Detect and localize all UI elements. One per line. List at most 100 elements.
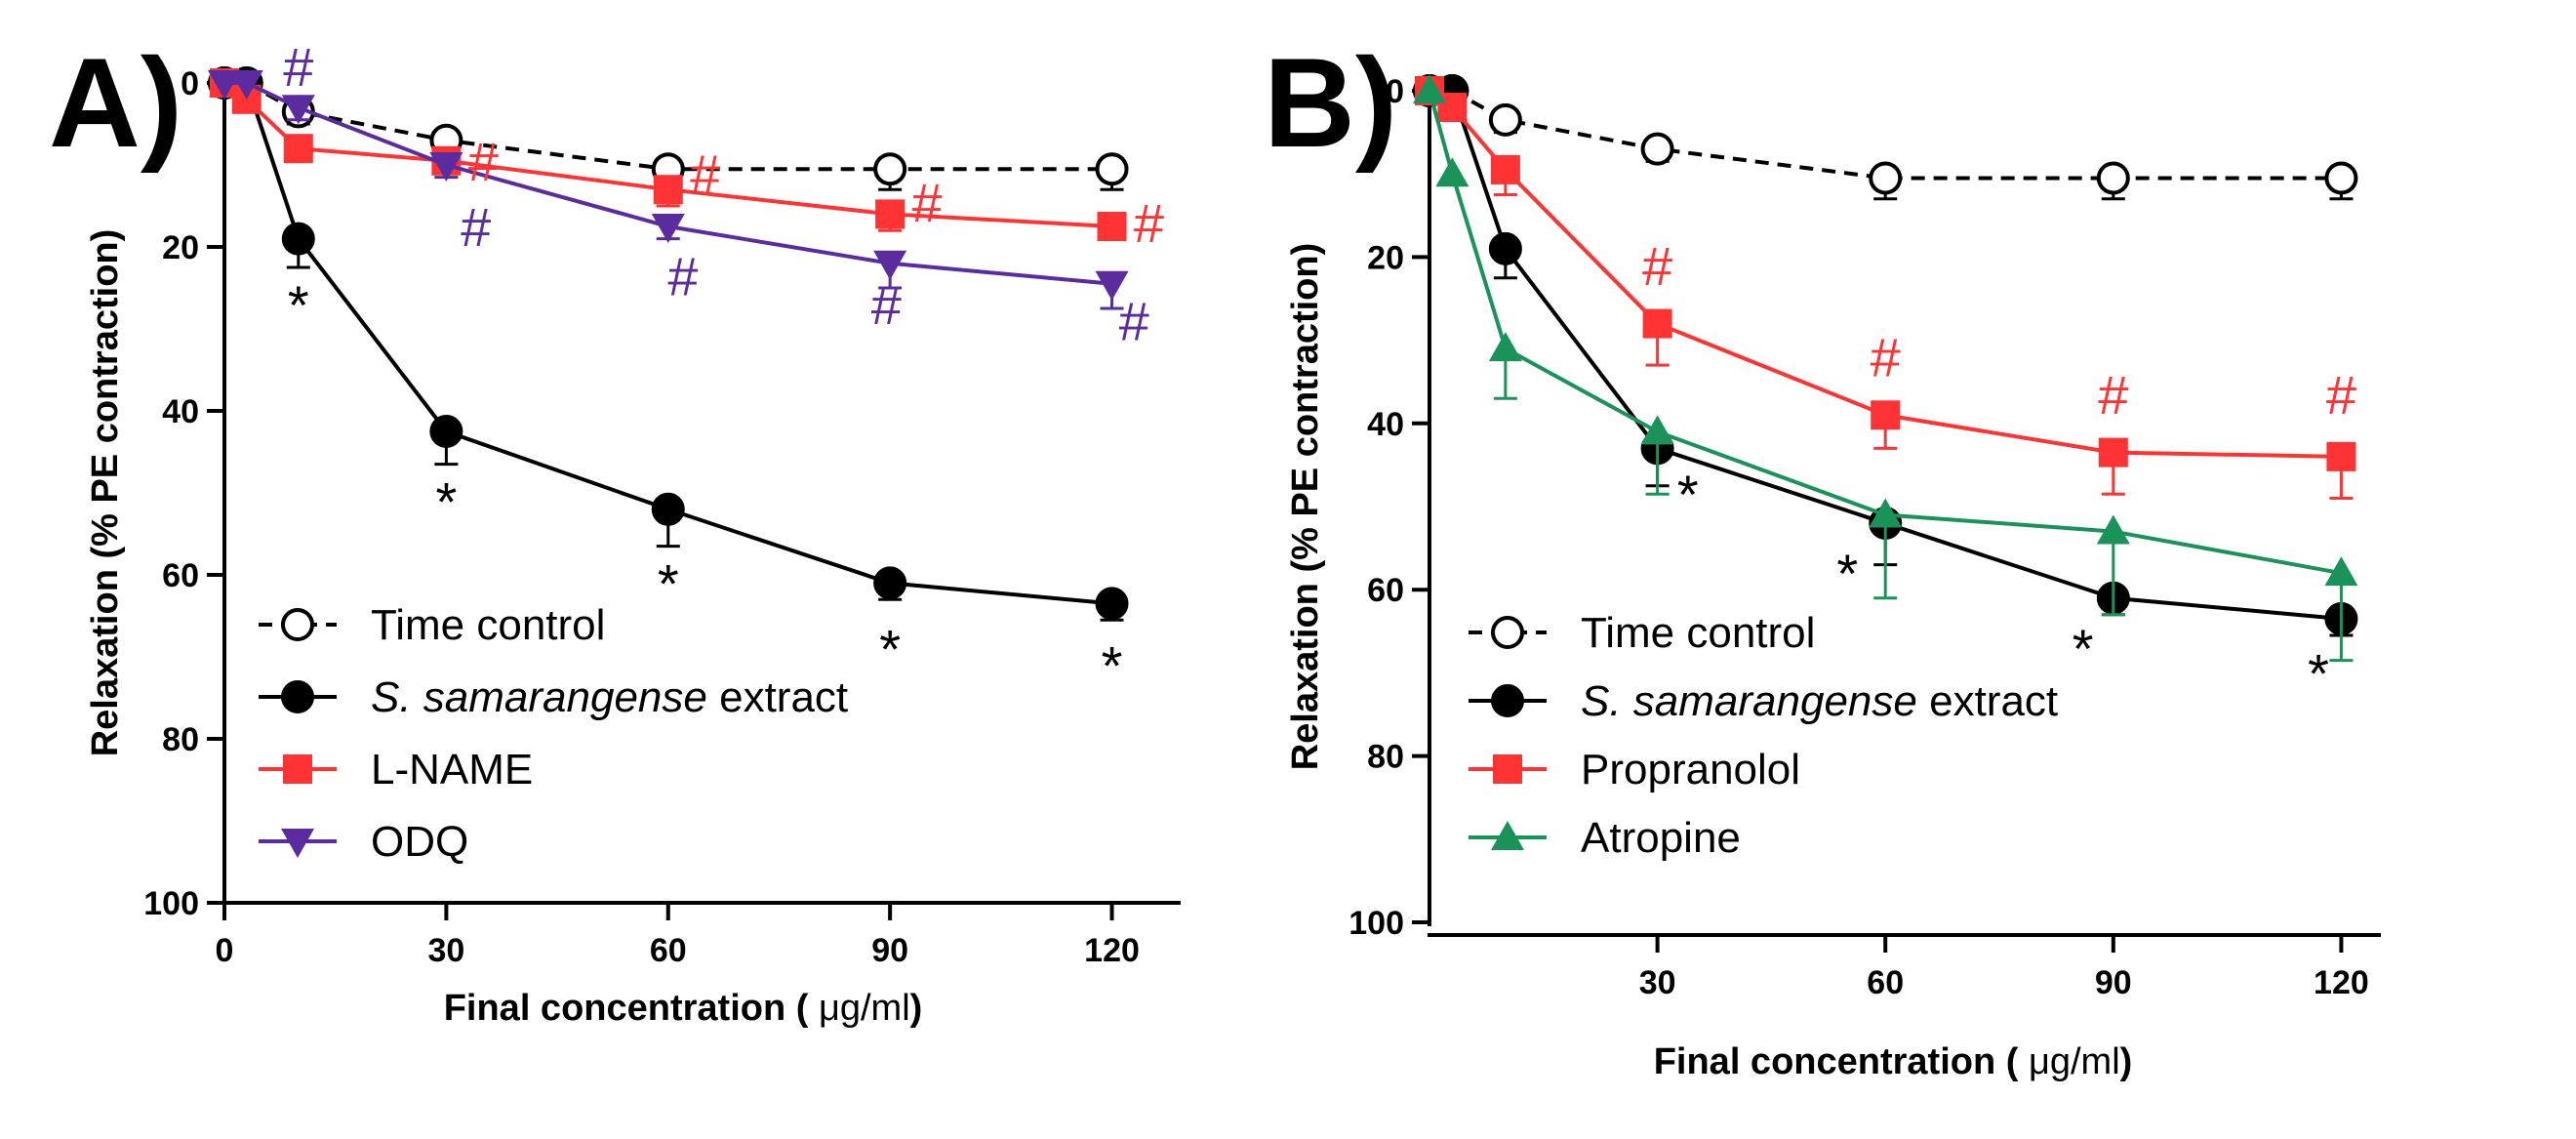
significance-star: *	[658, 552, 679, 614]
significance-star: *	[1102, 634, 1123, 696]
y-tick-label: 60	[162, 557, 199, 594]
x-tick-label: 0	[216, 932, 234, 969]
y-tick-label: 20	[162, 229, 199, 266]
data-point	[1642, 308, 1672, 339]
legend-label: Propranolol	[1581, 746, 1800, 793]
significance-star: *	[435, 470, 457, 532]
significance-hash: #	[1871, 327, 1901, 388]
legend-marker	[281, 680, 314, 713]
legend-label: Time control	[1581, 609, 1815, 657]
legend-item: ODQ	[259, 818, 468, 866]
data-point	[2096, 161, 2130, 195]
significance-star: *	[1677, 464, 1699, 525]
significance-hash: #	[871, 274, 902, 336]
x-tick-label: 30	[427, 932, 464, 969]
data-point	[1488, 332, 1522, 362]
legend-label: S. samarangense extract	[1581, 677, 2058, 725]
y-tick-label: 60	[1367, 572, 1404, 609]
data-point	[873, 250, 907, 280]
series-odq	[208, 70, 1129, 310]
y-tick-label: 40	[162, 393, 199, 430]
y-tick-label: 80	[1367, 739, 1404, 776]
significance-hash: #	[911, 172, 942, 233]
significance-hash: #	[2326, 364, 2356, 426]
significance-hash: #	[283, 36, 313, 98]
legend-item: L-NAME	[259, 746, 533, 793]
y-tick-label: 100	[1348, 905, 1404, 942]
significance-hash: #	[1642, 235, 1672, 297]
data-point	[283, 134, 313, 164]
series-propranolol	[1415, 76, 2356, 500]
data-point	[1488, 102, 1522, 137]
y-axis-title: Relaxation (% PE contraction)	[1285, 243, 1326, 771]
significance-hash: #	[468, 131, 499, 192]
panel-b: B)0 20 40 60 80 100 30 60 90 120 Final concentrati…	[1264, 31, 2381, 1082]
data-point	[1640, 415, 1674, 445]
legend-item: Time control	[259, 601, 605, 649]
x-tick-label: 120	[1084, 932, 1140, 969]
y-tick-label: 80	[162, 721, 199, 758]
x-tick-label: 90	[2095, 964, 2132, 1001]
series-atropine	[1413, 74, 2358, 663]
legend-marker	[1491, 684, 1524, 717]
panel-label: B)	[1264, 31, 1397, 174]
data-point	[281, 95, 315, 125]
y-tick-label: 0	[1386, 73, 1404, 110]
legend-marker	[1491, 616, 1524, 649]
x-axis-title: Final concentration ( μg/ml)	[1654, 1041, 2133, 1082]
data-point	[429, 415, 463, 448]
legend-marker	[281, 608, 314, 641]
significance-star: *	[2308, 642, 2329, 704]
data-point	[1435, 157, 1469, 187]
legend-label: Time control	[371, 601, 605, 649]
legend-marker	[281, 829, 314, 858]
significance-hash: #	[2098, 364, 2128, 426]
data-point	[2324, 556, 2358, 587]
legend-item: Atropine	[1469, 814, 1741, 862]
data-point	[1869, 498, 1903, 528]
y-tick-label: 40	[1367, 406, 1404, 443]
legend-label: L-NAME	[371, 746, 533, 793]
data-point	[1869, 161, 1903, 195]
x-tick-label: 90	[871, 932, 908, 969]
data-point	[281, 222, 315, 256]
data-point	[1640, 132, 1674, 166]
legend-marker	[1491, 821, 1524, 850]
data-point	[1097, 212, 1127, 241]
data-point	[2324, 161, 2358, 195]
data-point	[1095, 270, 1129, 301]
significance-hash: #	[1119, 291, 1149, 352]
y-axis-title: Relaxation (% PE contraction)	[85, 229, 126, 757]
x-tick-label: 60	[650, 932, 687, 969]
legend-marker	[283, 754, 312, 784]
data-point	[653, 175, 683, 205]
y-tick-label: 100	[143, 885, 199, 922]
x-tick-label: 60	[1867, 964, 1904, 1001]
data-point	[429, 152, 463, 182]
legend-item: S. samarangense extract	[259, 673, 848, 721]
x-tick-label: 30	[1639, 964, 1676, 1001]
data-point	[1488, 231, 1522, 265]
data-point	[1095, 152, 1129, 186]
legend-item: Time control	[1469, 609, 1815, 657]
data-point	[1095, 587, 1129, 621]
legend-label: Atropine	[1581, 814, 1741, 862]
significance-hash: #	[667, 245, 698, 306]
significance-star: *	[288, 274, 309, 336]
significance-hash: #	[461, 196, 491, 258]
y-tick-label: 20	[1367, 239, 1404, 276]
data-point	[875, 199, 906, 229]
legend-item: S. samarangense extract	[1469, 677, 2058, 725]
significance-star: *	[1836, 543, 1858, 604]
significance-hash: #	[1134, 192, 1164, 254]
significance-star: *	[879, 619, 901, 680]
data-point	[2098, 437, 2128, 468]
x-tick-label: 120	[2314, 964, 2369, 1001]
significance-star: *	[2073, 618, 2094, 679]
data-point	[1490, 154, 1520, 184]
x-axis-title: Final concentration ( μg/ml)	[444, 988, 923, 1029]
data-point	[651, 214, 685, 243]
panel-label: A)	[49, 31, 182, 174]
data-point	[873, 152, 907, 186]
